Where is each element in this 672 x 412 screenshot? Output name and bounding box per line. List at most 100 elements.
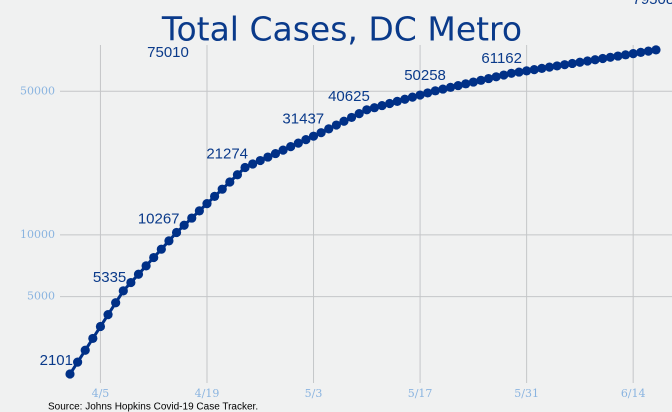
x-tick-label: 4/19 — [195, 387, 220, 400]
data-label: 61162 — [481, 50, 522, 67]
data-point — [209, 191, 220, 202]
data-point — [164, 236, 174, 246]
data-point — [377, 100, 387, 111]
data-point — [636, 47, 646, 57]
data-point — [582, 56, 593, 66]
data-point — [400, 94, 410, 104]
data-label: 10267 — [138, 210, 180, 227]
x-tick-label: 5/31 — [514, 387, 539, 400]
data-point — [430, 86, 440, 96]
y-tick-label: 5000 — [27, 290, 55, 303]
data-point — [316, 128, 326, 138]
data-point — [141, 261, 151, 271]
data-point — [453, 80, 463, 91]
data-point — [255, 155, 265, 166]
chart-title: Total Cases, DC Metro — [161, 10, 522, 49]
data-label: 31437 — [282, 111, 324, 128]
data-point — [628, 49, 638, 59]
data-point — [483, 73, 494, 84]
x-tick-label: 5/3 — [305, 387, 323, 400]
data-point — [118, 286, 128, 296]
data-point — [270, 148, 281, 159]
data-point — [156, 244, 166, 254]
data-point — [392, 96, 402, 106]
data-point — [73, 357, 83, 367]
data-point — [651, 45, 661, 55]
data-point — [445, 82, 456, 92]
data-point — [286, 142, 296, 152]
data-point — [232, 170, 243, 180]
data-point — [590, 55, 600, 65]
data-point — [415, 90, 425, 100]
data-label: 5335 — [93, 269, 126, 286]
data-point — [567, 58, 577, 69]
data-point — [438, 84, 448, 94]
data-point — [187, 213, 197, 223]
data-point — [248, 159, 258, 169]
data-point — [537, 63, 547, 73]
data-point — [293, 138, 303, 148]
source-note: Source: Johns Hopkins Covid-19 Case Trac… — [48, 402, 258, 412]
data-point — [598, 53, 608, 64]
data-point — [126, 277, 136, 288]
y-tick-label: 10000 — [20, 228, 55, 241]
data-label: 79508 — [633, 0, 672, 8]
data-point — [461, 79, 471, 89]
data-point — [171, 227, 182, 238]
data-point — [149, 252, 159, 263]
x-tick-label: 6/14 — [621, 387, 646, 400]
data-point — [308, 131, 319, 141]
data-label: 50258 — [404, 67, 446, 84]
data-label: 21274 — [206, 145, 248, 162]
data-label: 40625 — [328, 88, 370, 105]
data-point — [103, 310, 113, 320]
data-point — [301, 135, 311, 145]
data-point — [529, 65, 539, 75]
data-point — [643, 46, 653, 56]
data-point — [491, 72, 501, 82]
data-point — [80, 345, 90, 355]
data-point — [331, 120, 341, 130]
data-point — [560, 60, 570, 70]
data-point — [324, 124, 334, 134]
data-point — [362, 105, 372, 115]
x-tick-label: 5/17 — [408, 387, 433, 400]
data-point — [620, 50, 631, 60]
data-point — [468, 77, 478, 87]
data-point — [514, 67, 524, 77]
data-point — [179, 220, 189, 230]
data-point — [95, 321, 106, 332]
data-point — [263, 152, 273, 162]
data-point — [613, 51, 623, 61]
annotation: 75010 — [147, 44, 189, 61]
data-point — [506, 68, 517, 78]
data-point — [346, 112, 357, 123]
data-point — [225, 177, 235, 187]
data-point — [499, 70, 509, 80]
data-point — [133, 269, 144, 279]
data-point — [194, 206, 204, 216]
data-point — [522, 66, 532, 76]
data-point — [339, 116, 349, 126]
data-point — [407, 92, 418, 102]
data-point — [88, 333, 98, 344]
data-point — [423, 88, 433, 98]
data-point — [385, 98, 395, 109]
data-point — [202, 199, 212, 209]
data-point — [111, 298, 121, 308]
data-point — [278, 145, 288, 155]
data-point — [369, 103, 380, 113]
data-point — [605, 52, 615, 62]
data-point — [65, 369, 75, 379]
data-label: 2101 — [40, 352, 73, 369]
data-point — [354, 109, 364, 119]
data-point — [240, 162, 250, 173]
data-point — [575, 57, 585, 67]
data-point — [544, 62, 555, 72]
data-point — [476, 75, 486, 85]
x-tick-label: 4/5 — [92, 387, 110, 400]
y-tick-label: 50000 — [20, 84, 55, 97]
data-point — [552, 61, 562, 71]
data-point — [217, 184, 227, 194]
